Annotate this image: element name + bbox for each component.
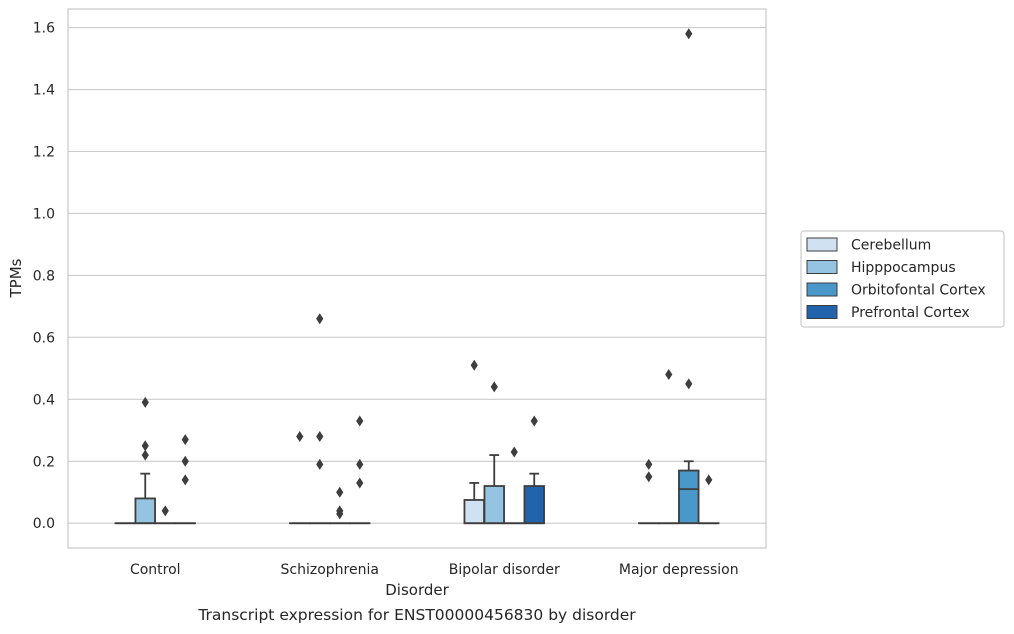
outlier-point	[316, 458, 324, 470]
box-hipppocampus	[483, 381, 505, 525]
outlier-point	[161, 505, 169, 517]
legend-swatch	[806, 305, 838, 319]
y-tick-label: 0.0	[33, 516, 55, 532]
outlier-point	[356, 477, 364, 489]
box-body	[483, 485, 505, 525]
box-body	[678, 469, 700, 525]
outlier-point	[530, 415, 538, 427]
box-layer	[114, 28, 720, 525]
legend-swatch	[806, 237, 838, 252]
outlier-point	[665, 369, 673, 381]
y-tick-label: 0.6	[33, 330, 55, 346]
legend: Cerebellum Hipppocampus Orbitofontal Corte…	[800, 230, 1005, 328]
outlier-point	[685, 378, 693, 390]
legend-frame	[800, 230, 1005, 328]
legend-label: Prefrontal Cortex	[851, 305, 970, 321]
outlier-point	[316, 313, 324, 325]
outlier-point	[705, 474, 713, 486]
box-orbitofontal-cortex	[329, 486, 351, 525]
box-orbitofontal-cortex	[678, 28, 700, 525]
y-tick-label: 0.4	[33, 392, 55, 408]
outlier-point	[356, 415, 364, 427]
figure-caption: Transcript expression for ENST0000045683…	[198, 606, 636, 624]
legend-label: Hipppocampus	[851, 260, 956, 276]
x-tick-label: Schizophrenia	[281, 562, 379, 578]
y-tick-label: 1.6	[33, 21, 55, 37]
outlier-point	[316, 430, 324, 442]
legend-swatch	[806, 282, 838, 297]
outlier-point	[141, 396, 149, 408]
outlier-point	[645, 471, 653, 483]
y-tick-label: 0.8	[33, 268, 55, 284]
y-tick-label: 1.2	[33, 144, 55, 160]
grid-layer	[68, 27, 766, 524]
outlier-point	[645, 458, 653, 470]
x-tick-label: Bipolar disorder	[449, 562, 560, 578]
outlier-point	[685, 28, 693, 40]
box-cerebellum	[289, 430, 311, 525]
x-tick-label: Major depression	[619, 562, 739, 578]
box-orbitofontal-cortex	[154, 505, 176, 525]
outlier-point	[336, 508, 344, 520]
box-prefrontal-cortex	[523, 415, 545, 525]
x-tick-labels: Control Schizophrenia Bipolar disorder Majo…	[130, 562, 739, 578]
legend-swatch	[806, 260, 838, 274]
x-tick-label: Control	[130, 562, 181, 578]
box-orbitofontal-cortex	[503, 446, 525, 525]
outlier-point	[141, 449, 149, 461]
box-cerebellum	[638, 458, 660, 525]
outlier-point	[181, 455, 189, 467]
outlier-point	[510, 446, 518, 458]
box-body	[523, 485, 545, 525]
box-body	[463, 499, 485, 525]
outlier-point	[181, 434, 189, 446]
box-body	[134, 497, 156, 525]
x-axis-label: Disorder	[385, 581, 449, 599]
y-tick-label: 0.2	[33, 454, 55, 470]
outlier-point	[181, 474, 189, 486]
box-hipppocampus	[658, 369, 680, 525]
plot-frame	[67, 8, 767, 549]
outlier-point	[356, 458, 364, 470]
outlier-point	[470, 359, 478, 371]
y-tick-label: 1.0	[33, 206, 55, 222]
box-hipppocampus	[134, 396, 156, 525]
y-tick-labels: 0.0 0.2 0.4 0.6 0.8 1.0 1.2 1.4 1.6	[33, 21, 55, 533]
box-cerebellum	[463, 359, 485, 525]
box-hipppocampus	[309, 313, 331, 525]
outlier-point	[490, 381, 498, 393]
legend-label: Orbitofontal Cortex	[851, 283, 986, 299]
outlier-point	[141, 440, 149, 452]
box-prefrontal-cortex	[349, 415, 371, 525]
outlier-point	[296, 430, 304, 442]
box-prefrontal-cortex	[174, 434, 196, 525]
y-axis-label: TPMs	[7, 258, 25, 298]
outlier-point	[336, 486, 344, 498]
y-tick-label: 1.4	[33, 83, 55, 99]
box-plot-chart: 0.0 0.2 0.4 0.6 0.8 1.0 1.2 1.4 1.6 Control Schiz…	[7, 8, 1005, 599]
legend-label: Cerebellum	[851, 238, 931, 254]
box-prefrontal-cortex	[698, 474, 720, 525]
